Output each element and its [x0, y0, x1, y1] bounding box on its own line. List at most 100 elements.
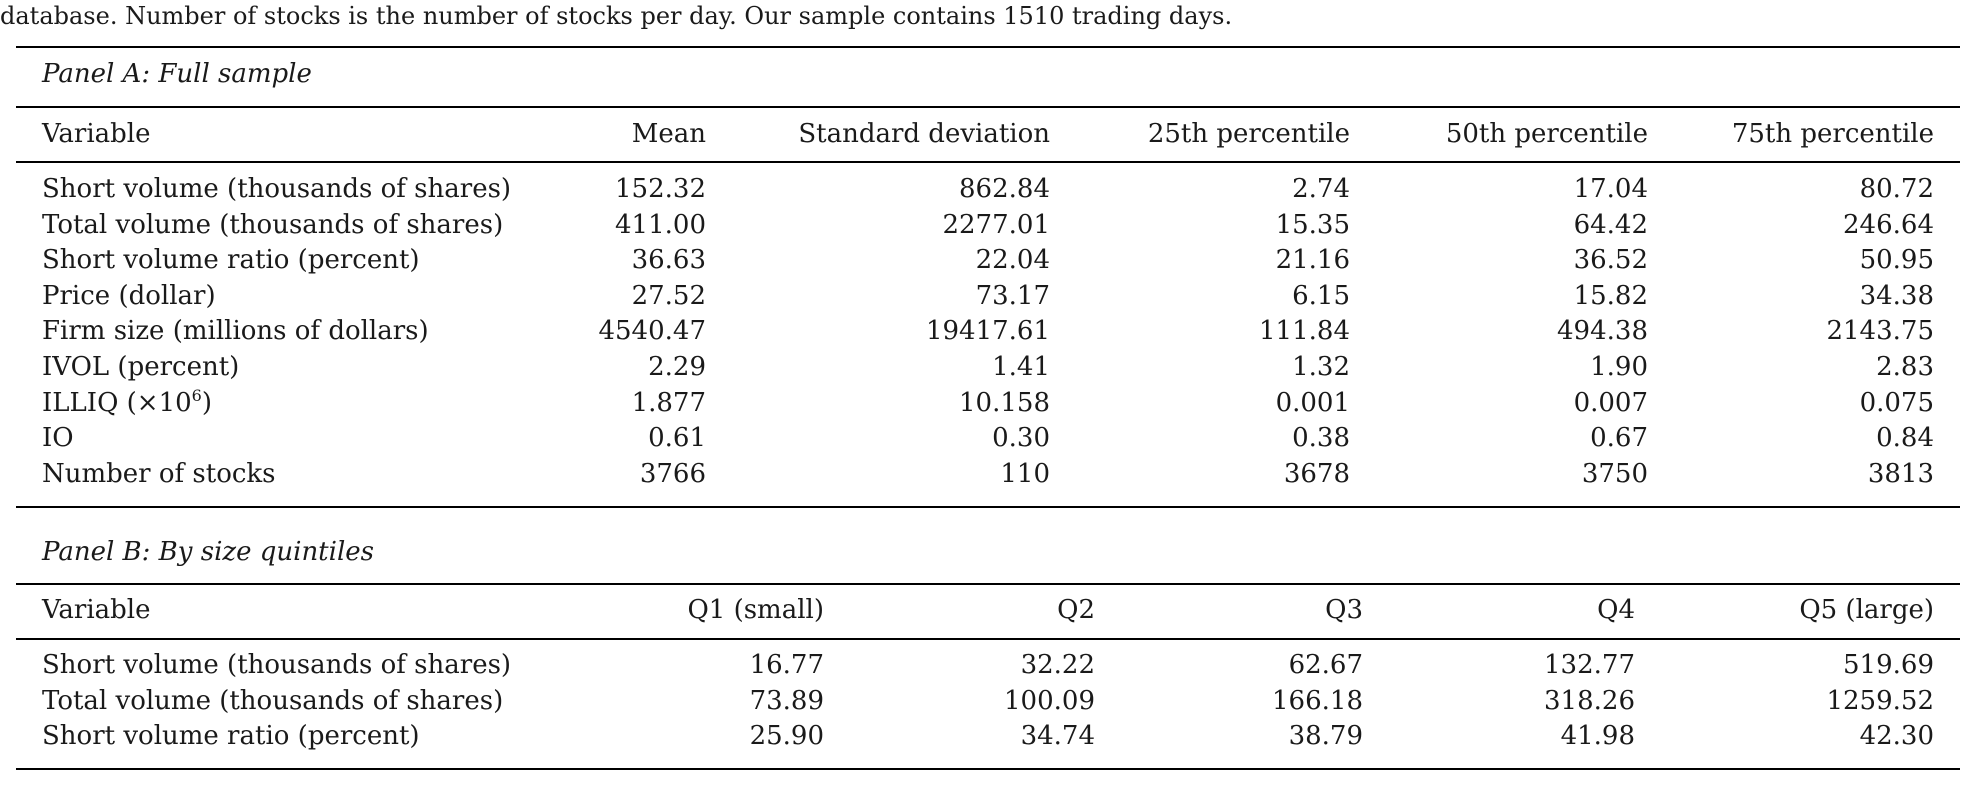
table-cell: 0.075	[1859, 387, 1934, 418]
table-cell: 19417.61	[925, 316, 1050, 347]
table-cell: 494.38	[1557, 316, 1648, 347]
row-label-close: )	[201, 387, 213, 418]
table-cell: 25.90	[749, 721, 824, 752]
column-header-standard-deviation: Standard deviation	[798, 119, 1050, 149]
table-cell: 110	[1000, 458, 1050, 489]
table-cell: 34.38	[1859, 280, 1934, 311]
row-label: Number of stocks	[42, 458, 276, 489]
panel-a-table: Short volume (thousands of shares) 152.32…	[16, 172, 1960, 492]
table-cell: 0.84	[1876, 423, 1934, 454]
panel-b-header: Variable Q1 (small) Q2 Q3 Q4 Q5 (large)	[16, 583, 1960, 637]
column-header-mean: Mean	[631, 119, 706, 149]
table-cell: 166.18	[1272, 685, 1363, 716]
table-cell: 42.30	[1859, 721, 1934, 752]
row-label: Price (dollar)	[42, 280, 216, 311]
table-row: ILLIQ (×106) 1.877 10.158 0.001 0.007 0.075	[16, 386, 1960, 422]
table-row: Firm size (millions of dollars) 4540.47 19…	[16, 314, 1960, 350]
panel-a-bottom-rule	[16, 506, 1960, 508]
table-row: Total volume (thousands of shares) 411.00…	[16, 208, 1960, 244]
table-cell: 15.35	[1275, 209, 1350, 240]
table-cell: 246.64	[1843, 209, 1934, 240]
table-cell: 4540.47	[598, 316, 706, 347]
table-cell: 0.61	[648, 423, 706, 454]
table-cell: 22.04	[975, 245, 1050, 276]
table-cell: 3678	[1283, 458, 1350, 489]
column-header-25th-percentile: 25th percentile	[1147, 119, 1350, 149]
column-header-q5: Q5 (large)	[1799, 595, 1934, 625]
table-row: IVOL (percent) 2.29 1.41 1.32 1.90 2.83	[16, 350, 1960, 386]
table-cell: 1.32	[1292, 351, 1350, 382]
row-label: Short volume (thousands of shares)	[42, 174, 512, 204]
header-row: Variable Q1 (small) Q2 Q3 Q4 Q5 (large)	[16, 583, 1960, 637]
table-cell: 3813	[1867, 458, 1934, 489]
panel-a-header-top-rule	[16, 106, 1960, 108]
table-row: Short volume (thousands of shares) 16.77 3…	[16, 648, 1960, 684]
table-cell: 17.04	[1573, 174, 1648, 204]
panel-a-header: Variable Mean Standard deviation 25th pe…	[16, 107, 1960, 161]
table-cell: 80.72	[1859, 174, 1934, 204]
row-label: Short volume (thousands of shares)	[42, 650, 512, 680]
column-header-variable: Variable	[42, 119, 151, 149]
table-cell: 411.00	[615, 209, 706, 240]
panel-b-title: Panel B: By size quintiles	[42, 537, 374, 567]
row-label: Short volume ratio (percent)	[42, 721, 420, 752]
table-cell: 15.82	[1573, 280, 1648, 311]
column-header-75th-percentile: 75th percentile	[1731, 119, 1934, 149]
table-cell: 0.30	[992, 423, 1050, 454]
panel-b-table: Short volume (thousands of shares) 16.77 3…	[16, 648, 1960, 755]
table-caption: database. Number of stocks is the number…	[0, 2, 1233, 30]
table-cell: 1.41	[992, 351, 1050, 382]
table-cell: 111.84	[1259, 316, 1350, 347]
table-cell: 34.74	[1020, 721, 1095, 752]
table-cell: 2.83	[1876, 351, 1934, 382]
row-label: Total volume (thousands of shares)	[42, 209, 504, 240]
table-cell: 1.877	[631, 387, 706, 418]
table-cell: 2.29	[648, 351, 706, 382]
row-label-text: ILLIQ (×10	[42, 387, 192, 418]
column-header-50th-percentile: 50th percentile	[1445, 119, 1648, 149]
table-cell: 3750	[1581, 458, 1648, 489]
row-label: Firm size (millions of dollars)	[42, 316, 429, 347]
table-cell: 50.95	[1859, 245, 1934, 276]
table-cell: 64.42	[1573, 209, 1648, 240]
column-header-variable: Variable	[42, 595, 151, 625]
panel-b-header-top-rule	[16, 583, 1960, 585]
row-label: Short volume ratio (percent)	[42, 245, 420, 276]
panel-b-header-bottom-rule	[16, 638, 1960, 640]
table-cell: 132.77	[1544, 650, 1635, 680]
panel-b-bottom-rule	[16, 768, 1960, 770]
table-cell: 862.84	[959, 174, 1050, 204]
table-cell: 6.15	[1292, 280, 1350, 311]
table-row: Short volume (thousands of shares) 152.32…	[16, 172, 1960, 208]
column-header-q2: Q2	[1057, 595, 1095, 625]
table-cell: 21.16	[1275, 245, 1350, 276]
table-cell: 2143.75	[1826, 316, 1934, 347]
table-cell: 1259.52	[1826, 685, 1934, 716]
table-cell: 0.67	[1590, 423, 1648, 454]
panel-a-header-bottom-rule	[16, 161, 1960, 163]
table-cell: 36.52	[1573, 245, 1648, 276]
table-cell: 2.74	[1292, 174, 1350, 204]
table-cell: 0.38	[1292, 423, 1350, 454]
table-cell: 3766	[639, 458, 706, 489]
table-cell: 2277.01	[942, 209, 1050, 240]
table-cell: 16.77	[749, 650, 824, 680]
table-row: Short volume ratio (percent) 36.63 22.04 21…	[16, 243, 1960, 279]
row-label: IVOL (percent)	[42, 351, 240, 382]
row-label: ILLIQ (×106)	[16, 386, 466, 422]
row-label: IO	[42, 423, 74, 454]
table-cell: 73.17	[975, 280, 1050, 311]
table-row: Price (dollar) 27.52 73.17 6.15 15.82 34.38	[16, 279, 1960, 315]
column-header-q1: Q1 (small)	[687, 595, 824, 625]
column-header-q3: Q3	[1325, 595, 1363, 625]
table-cell: 0.001	[1275, 387, 1350, 418]
table-row: IO 0.61 0.30 0.38 0.67 0.84	[16, 421, 1960, 457]
table-row: Total volume (thousands of shares) 73.89 1…	[16, 684, 1960, 720]
table-cell: 519.69	[1843, 650, 1934, 680]
table-cell: 62.67	[1288, 650, 1363, 680]
exponent: 6	[191, 385, 202, 405]
table-cell: 10.158	[959, 387, 1050, 418]
table-cell: 36.63	[631, 245, 706, 276]
table-cell: 1.90	[1590, 351, 1648, 382]
table-cell: 73.89	[749, 685, 824, 716]
